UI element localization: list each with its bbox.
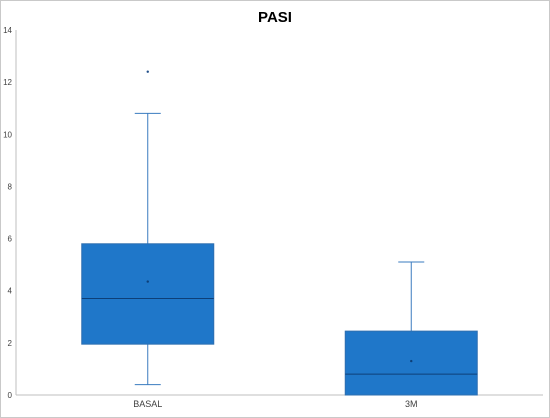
- y-tick-label: 6: [8, 235, 13, 244]
- interquartile-box: [344, 330, 478, 396]
- interquartile-box: [81, 243, 215, 345]
- mean-marker: [410, 359, 413, 363]
- box-basal: [81, 70, 215, 386]
- box-plot-series: [81, 70, 478, 396]
- y-tick-label: 4: [8, 287, 13, 296]
- x-category-label: 3M: [405, 399, 418, 409]
- mean-marker: [146, 280, 149, 283]
- y-tick-label: 0: [8, 391, 13, 400]
- outlier-point: [146, 70, 149, 73]
- chart-title: PASI: [258, 9, 292, 26]
- y-tick-label: 12: [3, 78, 12, 87]
- y-tick-label: 2: [8, 339, 13, 348]
- y-tick-labels: 0 2 4 6 8 10 12 14: [3, 26, 12, 400]
- x-category-label: BASAL: [133, 399, 162, 409]
- y-tick-label: 8: [8, 182, 13, 191]
- box-3m: [344, 261, 478, 396]
- y-tick-label: 10: [3, 130, 12, 139]
- y-tick-label: 14: [3, 26, 12, 35]
- x-category-labels: BASAL 3M: [133, 399, 417, 409]
